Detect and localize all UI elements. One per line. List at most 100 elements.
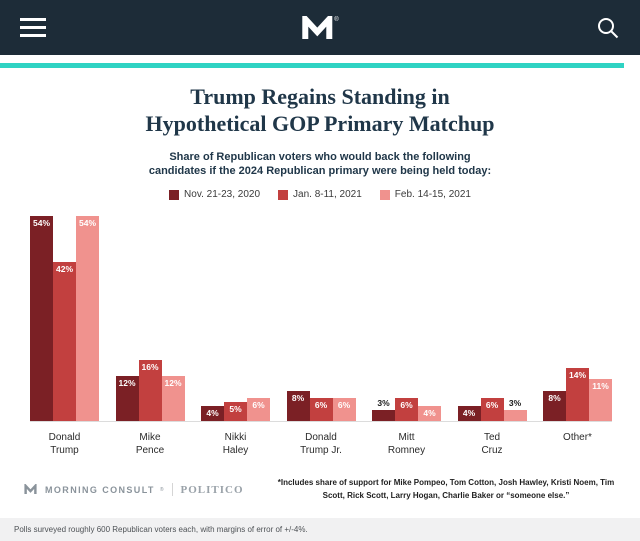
category-label: Ted Cruz [481, 432, 503, 457]
bar-series2: 6% [395, 398, 418, 422]
legend-label: Nov. 21-23, 2020 [184, 189, 261, 201]
group-bars: 4% 6% 3% [457, 212, 527, 422]
chart-footnote: *Includes share of support for Mike Pomp… [277, 478, 615, 500]
bar-group: 54% 42% 54% Donald Trump [30, 212, 99, 457]
bar-series2: 16% [138, 360, 162, 422]
hamburger-line [20, 26, 46, 29]
methodology-bar: Polls surveyed roughly 600 Republican vo… [0, 518, 640, 541]
bar-series1: 4% [201, 406, 224, 422]
hamburger-line [20, 34, 46, 37]
bar-value-label: 14% [568, 370, 586, 381]
bar-group: 12% 16% 12% Mike Pence [115, 212, 185, 457]
bar-chart: 54% 42% 54% Donald Trump 12% 16% 12% Mike Pence… [30, 212, 612, 457]
bar-value-label: 6% [252, 400, 265, 411]
chart-groups: 54% 42% 54% Donald Trump 12% 16% 12% Mike Pence… [30, 212, 612, 457]
bar-group: 8% 6% 6% Donald Trump Jr. [286, 212, 356, 457]
bar-value-label: 11% [592, 381, 609, 392]
bar-value-label: 6% [400, 400, 413, 411]
category-label: Mitt Romney [387, 432, 426, 457]
bar-series2: 6% [480, 398, 504, 422]
bar-series1: 12% [115, 375, 139, 422]
group-bars: 3% 6% 4% [372, 212, 441, 422]
bar-series1: 4% [457, 406, 481, 422]
legend-swatch [278, 189, 289, 200]
category-label: Donald Trump [48, 432, 81, 457]
category-label: Other* [563, 432, 592, 444]
bar-series3: 6% [332, 398, 356, 422]
legend-item: Nov. 21-23, 2020 [169, 189, 260, 200]
x-axis-line [30, 421, 612, 423]
bar-series1: 3% [372, 398, 395, 422]
legend-item: Feb. 14-15, 2021 [379, 189, 471, 201]
bar-series2: 6% [309, 398, 333, 422]
bar-value-label: 54% [32, 218, 50, 229]
bar-series1: 8% [543, 390, 566, 422]
category-label: Mike Pence [135, 432, 165, 457]
top-nav-bar: ® [0, 0, 640, 55]
bar-value-label: 6% [485, 400, 499, 411]
bar-series2: 42% [53, 261, 76, 422]
magnifier-glyph [598, 17, 619, 38]
morning-consult-text: MORNING CONSULT [45, 484, 155, 495]
bar-series3: 6% [247, 398, 270, 422]
bar-value-label: 16% [141, 362, 159, 373]
bar-series3: 11% [589, 379, 612, 422]
bar-value-label: 8% [548, 392, 561, 403]
morning-consult-m-icon [302, 15, 333, 39]
bar-series2: 5% [224, 402, 247, 422]
group-bars: 12% 16% 12% [115, 212, 185, 422]
methodology-text: Polls surveyed roughly 600 Republican vo… [14, 525, 308, 534]
legend-label: Feb. 14-15, 2021 [394, 189, 471, 201]
morning-consult-m-icon-small [24, 484, 37, 495]
bar-series3: 4% [418, 406, 441, 422]
search-icon[interactable] [596, 16, 620, 40]
bar-series2: 14% [566, 368, 589, 422]
bar-value-label: 8% [291, 392, 305, 403]
hamburger-menu-icon[interactable] [20, 18, 46, 37]
group-bars: 8% 14% 11% [543, 212, 612, 422]
registered-mark: ® [334, 16, 339, 23]
chart-subtitle: Share of Republican voters who would bac… [148, 150, 492, 177]
bar-value-label: 4% [423, 408, 436, 419]
hamburger-line [20, 18, 46, 21]
morning-consult-logo[interactable]: ® [301, 15, 339, 40]
page-title: Trump Regains Standing in Hypothetical G… [145, 84, 495, 136]
bar-value-label: 12% [118, 377, 136, 388]
bar-value-label: 12% [164, 377, 182, 388]
bar-series1: 8% [286, 390, 310, 422]
chart-footer: MORNING CONSULT ® POLITICO *Includes shar… [24, 477, 622, 502]
bar-series3: 12% [161, 375, 185, 422]
legend-label: Jan. 8-11, 2021 [293, 189, 362, 201]
teal-accent-bar [0, 63, 624, 68]
bar-value-label: 4% [206, 408, 219, 419]
bar-value-label: 3% [508, 397, 522, 408]
bar-value-label: 42% [55, 263, 73, 274]
category-label: Donald Trump Jr. [300, 432, 342, 457]
bar-series3: 3% [503, 398, 527, 422]
legend-swatch [169, 189, 180, 200]
bar-group: 4% 5% 6% Nikki Haley [201, 212, 270, 457]
group-bars: 54% 42% 54% [30, 212, 99, 422]
bar-value-label: 3% [377, 397, 390, 408]
bar-value-label: 4% [462, 408, 476, 419]
legend-swatch [379, 189, 390, 200]
bar-series1: 54% [30, 216, 53, 422]
bar-value-label: 54% [78, 218, 96, 229]
bar-series3: 54% [76, 216, 99, 422]
group-bars: 4% 5% 6% [201, 212, 270, 422]
bar-value-label: 6% [314, 400, 328, 411]
politico-wordmark: POLITICO [180, 483, 244, 496]
bar-group: 4% 6% 3% Ted Cruz [457, 212, 527, 457]
morning-consult-wordmark: MORNING CONSULT ® [45, 485, 164, 495]
source-logos: MORNING CONSULT ® POLITICO [24, 483, 244, 497]
group-bars: 8% 6% 6% [286, 212, 356, 422]
bar-value-label: 6% [337, 400, 351, 411]
chart-legend: Nov. 21-23, 2020 Jan. 8-11, 2021 Feb. 14-1… [0, 189, 640, 200]
bar-group: 8% 14% 11% Other* [543, 212, 612, 444]
legend-item: Jan. 8-11, 2021 [278, 189, 362, 200]
logo-divider [171, 483, 173, 497]
registered-mark: ® [159, 486, 164, 493]
bar-group: 3% 6% 4% Mitt Romney [372, 212, 441, 457]
category-label: Nikki Haley [222, 432, 249, 457]
bar-value-label: 5% [229, 404, 242, 415]
